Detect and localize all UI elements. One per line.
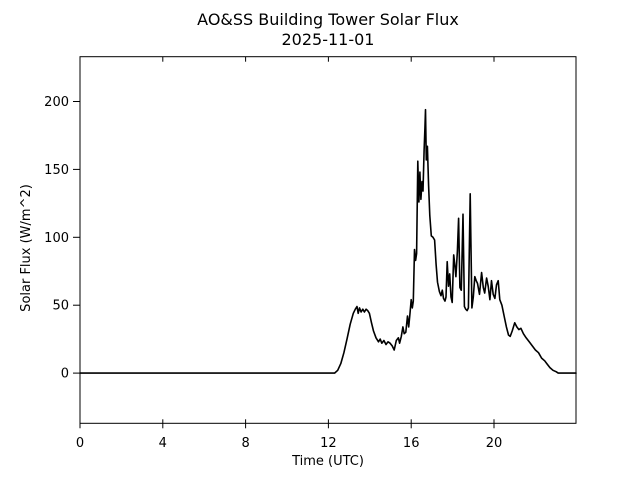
y-tick-label: 0 bbox=[61, 367, 69, 382]
y-tick-label: 200 bbox=[44, 95, 69, 110]
chart-title: AO&SS Building Tower Solar Flux bbox=[197, 10, 459, 29]
x-tick-label: 16 bbox=[403, 436, 420, 451]
flux-line bbox=[79, 108, 577, 374]
y-tick-label: 100 bbox=[44, 231, 69, 246]
x-tick-label: 20 bbox=[486, 436, 503, 451]
x-tick-label: 0 bbox=[76, 436, 84, 451]
chart-subtitle: 2025-11-01 bbox=[282, 30, 375, 49]
y-tick-label: 50 bbox=[52, 299, 69, 314]
x-tick-label: 12 bbox=[320, 436, 337, 451]
x-axis-label: Time (UTC) bbox=[291, 454, 364, 469]
plot-frame bbox=[79, 56, 577, 424]
x-ticks: 0 4 8 12 16 20 bbox=[76, 56, 503, 451]
y-tick-label: 150 bbox=[44, 163, 69, 178]
y-ticks: 0 50 100 150 200 bbox=[44, 95, 80, 382]
y-axis-label: Solar Flux (W/m^2) bbox=[19, 184, 34, 312]
x-tick-label: 4 bbox=[159, 436, 167, 451]
x-tick-label: 8 bbox=[241, 436, 249, 451]
